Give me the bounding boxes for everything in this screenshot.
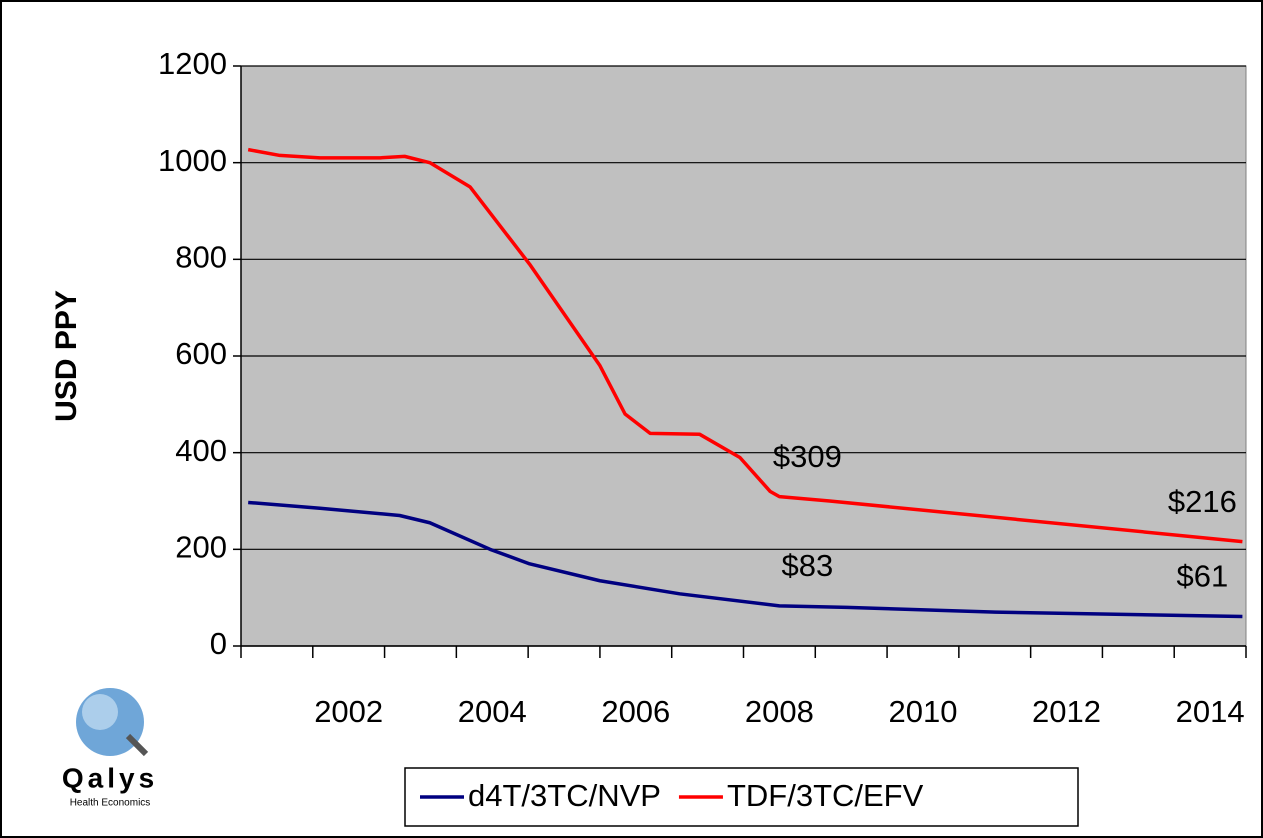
x-tick-label: 2008 (745, 694, 814, 729)
data-label: $61 (1177, 559, 1229, 594)
logo: Qalys Health Economics (62, 688, 158, 809)
y-tick-label: 1000 (158, 143, 227, 178)
legend: d4T/3TC/NVP TDF/3TC/EFV (404, 767, 1079, 827)
y-tick-label: 800 (175, 240, 227, 275)
legend-label: TDF/3TC/EFV (727, 778, 924, 813)
series-line (248, 500, 1243, 619)
logo-tagline: Health Economics (70, 798, 151, 809)
legend-box (404, 767, 1079, 827)
x-tick-label: 2012 (1032, 694, 1101, 729)
x-tick-label: 2002 (314, 694, 383, 729)
y-tick-label: 400 (175, 433, 227, 468)
y-axis-label: USD PPY (50, 290, 83, 422)
x-tick-label: 2004 (458, 694, 527, 729)
logo-stroke (125, 733, 149, 757)
data-label: $216 (1168, 484, 1237, 519)
y-tick-label: 0 (210, 626, 227, 661)
series-line (247, 147, 1243, 544)
y-tick-label: 200 (175, 530, 227, 565)
x-tick-label: 2010 (888, 694, 957, 729)
y-tick-label: 600 (175, 336, 227, 371)
x-tick-label: 2014 (1176, 694, 1245, 729)
logo-name: Qalys (62, 762, 158, 793)
data-label: $83 (782, 548, 834, 583)
legend-label: d4T/3TC/NVP (468, 778, 661, 813)
logo-highlight (82, 694, 118, 730)
data-label: $309 (773, 439, 842, 474)
y-tick-label: 1200 (158, 46, 227, 81)
x-tick-label: 2006 (601, 694, 670, 729)
